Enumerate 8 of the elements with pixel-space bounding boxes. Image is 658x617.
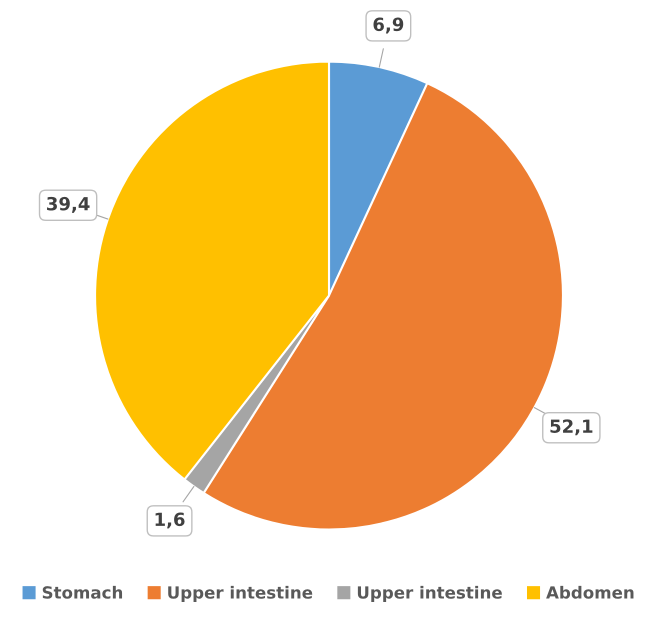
data-label: 52,1 xyxy=(550,419,592,436)
legend-label: Upper intestine xyxy=(358,586,502,602)
data-label: 6,9 xyxy=(374,18,404,34)
data-label: 39,4 xyxy=(47,196,90,213)
legend-label: Stomach xyxy=(42,586,122,599)
legend-label: Abdomen xyxy=(546,586,634,599)
data-label: 1,6 xyxy=(156,512,185,528)
legend-label: Upper intestine xyxy=(168,586,312,602)
